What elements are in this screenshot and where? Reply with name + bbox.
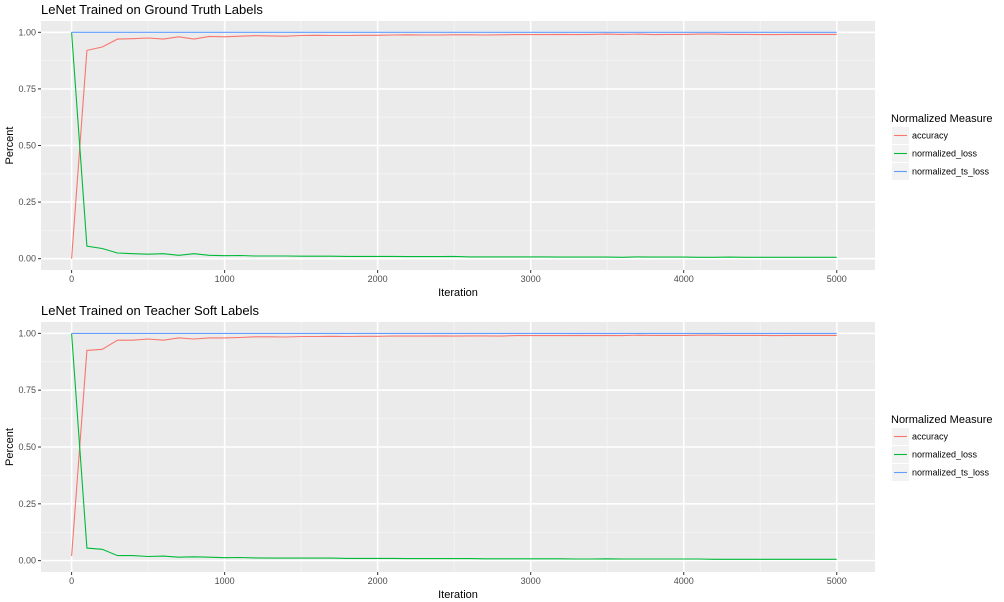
x-tick-label: 3000: [521, 576, 541, 586]
x-tick-label: 4000: [674, 576, 694, 586]
x-tick-label: 1000: [215, 576, 235, 586]
series-line-accuracy: [71, 334, 837, 557]
x-tick-label: 4000: [674, 274, 694, 284]
y-tick-label: 0.00: [18, 556, 36, 566]
y-tick-label: 1.00: [18, 328, 36, 338]
x-tick-label: 5000: [827, 274, 847, 284]
chart-panel-2: LeNet Trained on Teacher Soft Labels 0 100…: [4, 303, 992, 601]
legend-title: Normalized Measure: [891, 113, 992, 125]
y-axis-title: Percent: [4, 428, 16, 466]
legend-title: Normalized Measure: [891, 414, 992, 426]
chart-panel-1: LeNet Trained on Ground Truth Labels 0 100…: [4, 2, 992, 299]
y-tick-label: 1.00: [18, 27, 36, 37]
legend: Normalized Measure accuracy normalized_los…: [891, 414, 992, 481]
legend-label: accuracy: [912, 131, 949, 141]
y-axis-title: Percent: [4, 127, 16, 165]
y-tick-label: 0.25: [18, 197, 36, 207]
x-axis-title: Iteration: [438, 589, 478, 601]
series-line-normalized_loss: [71, 32, 837, 258]
x-tick-label: 1000: [215, 274, 235, 284]
legend-label: normalized_loss: [912, 149, 978, 159]
x-tick-label: 2000: [368, 274, 388, 284]
y-tick-label: 0.50: [18, 442, 36, 452]
x-tick-label: 0: [69, 274, 74, 284]
x-tick-label: 2000: [368, 576, 388, 586]
legend-label: accuracy: [912, 432, 949, 442]
x-axis-title: Iteration: [438, 287, 478, 299]
legend-label: normalized_ts_loss: [912, 468, 990, 478]
y-tick-label: 0.75: [18, 385, 36, 395]
y-tick-label: 0.00: [18, 254, 36, 264]
series-line-normalized_loss: [71, 333, 837, 560]
y-tick-label: 0.25: [18, 499, 36, 509]
legend-label: normalized_loss: [912, 450, 978, 460]
legend-label: normalized_ts_loss: [912, 167, 990, 177]
y-tick-label: 0.50: [18, 141, 36, 151]
chart-title: LeNet Trained on Teacher Soft Labels: [41, 303, 260, 318]
chart-title: LeNet Trained on Ground Truth Labels: [41, 2, 263, 17]
x-tick-label: 0: [69, 576, 74, 586]
x-tick-label: 3000: [521, 274, 541, 284]
y-tick-label: 0.75: [18, 84, 36, 94]
series-line-accuracy: [71, 33, 837, 259]
legend: Normalized Measure accuracy normalized_los…: [891, 113, 992, 180]
x-tick-label: 5000: [827, 576, 847, 586]
